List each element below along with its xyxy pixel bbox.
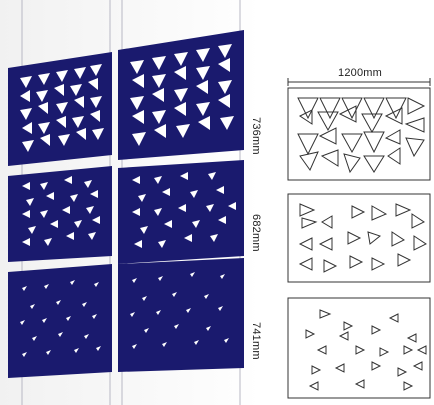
height-label-large: 736mm xyxy=(250,117,262,155)
drawing-large-pattern xyxy=(287,87,431,181)
width-dimension-line xyxy=(287,78,431,86)
drawing-small-pattern xyxy=(287,297,431,399)
height-label-small: 741mm xyxy=(250,322,262,360)
height-label-medium: 682mm xyxy=(250,214,262,252)
panel-large-pattern-right xyxy=(118,30,244,160)
panel-large-pattern-left xyxy=(8,52,112,166)
panel-medium-pattern-left xyxy=(8,166,112,262)
drawing-medium-pattern xyxy=(287,193,431,283)
panel-small-pattern-left xyxy=(8,264,112,378)
panel-small-pattern-right xyxy=(118,258,244,372)
panel-medium-pattern-right xyxy=(118,160,244,264)
width-label: 1200mm xyxy=(338,67,382,79)
